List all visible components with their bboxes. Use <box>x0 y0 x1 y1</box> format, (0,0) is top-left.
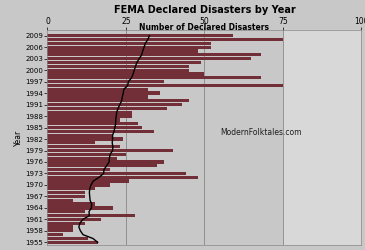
Bar <box>47 84 283 87</box>
Bar <box>47 176 198 179</box>
Bar <box>47 214 135 217</box>
Bar <box>47 195 85 198</box>
Bar <box>47 218 101 221</box>
Bar <box>47 222 85 225</box>
Bar <box>47 88 148 91</box>
Bar <box>47 99 189 102</box>
Bar <box>47 180 129 183</box>
Bar <box>47 111 132 114</box>
Bar <box>47 95 148 98</box>
Text: FEMA Declared Disasters by Year: FEMA Declared Disasters by Year <box>114 5 295 15</box>
Bar <box>47 156 116 160</box>
Bar <box>47 172 185 175</box>
Bar <box>47 237 88 240</box>
Bar <box>47 80 164 83</box>
Bar <box>47 65 189 68</box>
Bar <box>47 160 164 164</box>
Bar <box>47 210 85 213</box>
Bar <box>47 206 114 210</box>
Bar <box>283 30 361 245</box>
Bar <box>47 187 95 190</box>
Bar <box>47 103 182 106</box>
Bar <box>47 191 85 194</box>
Bar <box>47 34 233 37</box>
Bar <box>47 92 161 95</box>
Bar <box>47 153 126 156</box>
Bar <box>47 168 110 171</box>
Bar <box>47 145 120 148</box>
Bar <box>47 183 110 186</box>
Bar <box>47 241 98 244</box>
Bar <box>47 38 283 41</box>
Text: ModernFolktales.com: ModernFolktales.com <box>220 128 301 137</box>
Bar <box>47 50 198 53</box>
Bar <box>47 68 189 72</box>
Bar <box>47 226 73 229</box>
Bar <box>47 202 95 206</box>
Y-axis label: Year: Year <box>14 130 23 146</box>
Bar <box>47 134 114 137</box>
Bar <box>47 107 167 110</box>
Text: Number of Declared Disasters: Number of Declared Disasters <box>139 22 269 32</box>
Bar <box>47 198 73 202</box>
Bar <box>47 141 95 144</box>
Bar <box>47 164 157 168</box>
Bar <box>47 76 261 80</box>
Bar <box>47 122 138 125</box>
Bar <box>47 114 132 118</box>
Bar <box>47 42 211 45</box>
Bar <box>47 126 142 129</box>
Bar <box>47 229 73 232</box>
Bar <box>47 118 120 122</box>
Bar <box>47 57 251 60</box>
Bar <box>47 61 201 64</box>
Bar <box>47 72 204 76</box>
Bar <box>47 46 211 49</box>
Bar <box>47 149 173 152</box>
Bar <box>47 138 123 141</box>
Bar <box>47 53 261 56</box>
Bar <box>47 233 63 236</box>
Bar <box>47 130 154 133</box>
